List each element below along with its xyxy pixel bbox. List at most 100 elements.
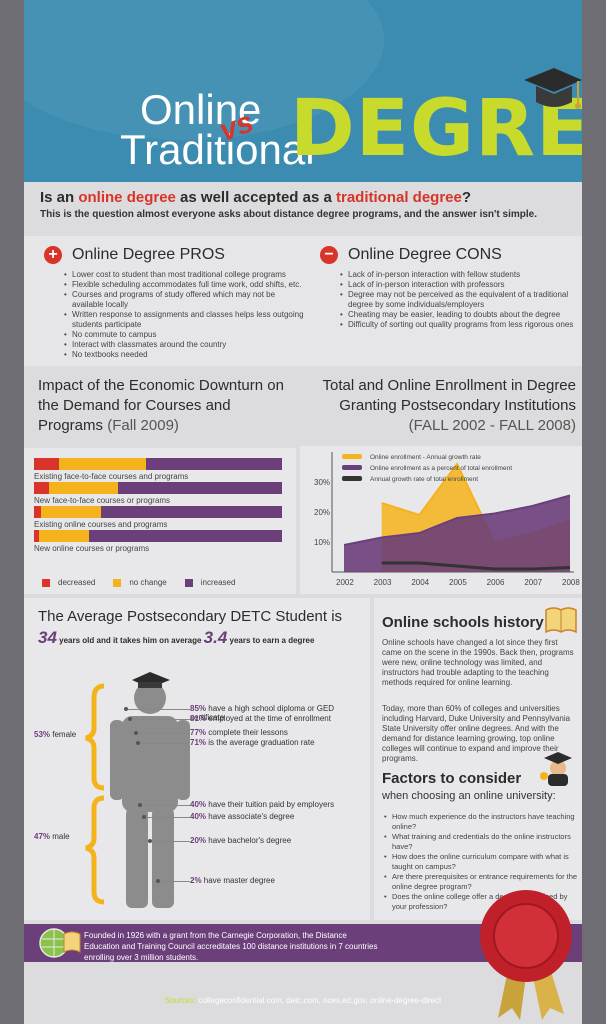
stat-pointer-line xyxy=(132,719,190,720)
cons-heading: − Online Degree CONS xyxy=(320,246,580,264)
title-online: Online xyxy=(140,86,262,133)
female-pct: 53% xyxy=(34,730,51,739)
bar-segment-increased xyxy=(88,530,282,542)
bar-segment-no-change xyxy=(41,506,101,518)
stat-pct: 20% xyxy=(190,836,207,845)
stat-pct: 40% xyxy=(190,812,207,821)
question-title: Is an online degree as well accepted as … xyxy=(40,189,566,206)
bar-row xyxy=(34,506,282,518)
stat-item: 71% is the average graduation rate xyxy=(190,738,315,747)
list-item: Written response to assignments and clas… xyxy=(64,310,304,330)
bar-category-label: Existing face-to-face courses and progra… xyxy=(34,472,189,481)
econ-title: Impact of the Economic Downturn on the D… xyxy=(38,376,294,436)
bar-segment-decreased xyxy=(34,530,39,542)
x-tick-label: 2006 xyxy=(487,578,505,587)
bar-row xyxy=(34,482,282,494)
x-tick-label: 2004 xyxy=(411,578,429,587)
bar-segment-decreased xyxy=(34,506,42,518)
pros-list: Lower cost to student than most traditio… xyxy=(44,270,304,360)
econ-period: (Fall 2009) xyxy=(107,417,179,434)
stat-text: have associate's degree xyxy=(206,812,295,821)
cons-title: Online Degree CONS xyxy=(348,246,502,263)
stat-pointer-dot xyxy=(136,741,140,745)
sources-line: Sources: collegeconfidential.com, detc.c… xyxy=(24,996,582,1005)
detc-title: The Average Postsecondary DETC Student i… xyxy=(38,608,343,625)
male-stat: 47% male xyxy=(34,832,70,841)
stat-pointer-dot xyxy=(134,731,138,735)
y-tick-label: 20% xyxy=(314,508,330,517)
list-item: How much experience do the instructors h… xyxy=(384,812,580,831)
detc-years: 3.4 xyxy=(203,628,228,647)
enrollment-area-chart: 10% 20% 30% 2002 2003 2004 2005 2006 2007 2008 Onl… xyxy=(300,446,582,594)
bar-category-label: New face-to-face courses or programs xyxy=(34,496,171,505)
header-banner: Online Traditional vs DEGREES xyxy=(24,0,582,182)
pros-title: Online Degree PROS xyxy=(72,246,225,263)
factors-subtitle: when choosing an online university: xyxy=(382,790,556,802)
stat-item: 85% have a high school diploma or GED ce… xyxy=(190,704,370,722)
sources-label: Sources: xyxy=(164,996,197,1005)
stat-pointer-line xyxy=(152,841,190,842)
list-item: Cheating may be easier, leading to doubt… xyxy=(340,310,580,320)
stat-pct: 81% xyxy=(190,714,207,723)
bar-row xyxy=(34,458,282,470)
list-item: Lack of in-person interaction with fello… xyxy=(340,270,580,280)
stat-pointer-dot xyxy=(124,707,128,711)
legend-swatch xyxy=(184,578,193,587)
minus-icon: − xyxy=(320,246,338,264)
detc-student-section: The Average Postsecondary DETC Student i… xyxy=(24,598,370,920)
econ-legend: decreased no change increased xyxy=(42,578,235,587)
bar-segment-increased xyxy=(118,482,282,494)
series-line xyxy=(343,494,571,546)
list-item: Flexible scheduling accommodates full ti… xyxy=(64,280,304,290)
bar-segment-no-change xyxy=(38,530,89,542)
stat-pointer-dot xyxy=(138,803,142,807)
stat-pointer-line xyxy=(142,805,190,806)
stat-item: 77% complete their lessons xyxy=(190,728,288,737)
economic-downturn-section: Impact of the Economic Downturn on the D… xyxy=(24,370,296,594)
question-part: Is an xyxy=(40,189,79,206)
stat-text: have bachelor's degree xyxy=(206,836,292,845)
x-tick-label: 2002 xyxy=(336,578,354,587)
enroll-title: Total and Online Enrollment in Degree Gr… xyxy=(306,376,576,436)
stat-pct: 85% xyxy=(190,704,207,713)
list-item: Lower cost to student than most traditio… xyxy=(64,270,304,280)
list-item: Difficulty of sorting out quality progra… xyxy=(340,320,580,330)
stat-pointer-line xyxy=(160,881,190,882)
question-traditional-degree: traditional degree xyxy=(335,189,462,206)
pros-heading: + Online Degree PROS xyxy=(44,246,304,264)
factors-list: How much experience do the instructors h… xyxy=(384,812,580,912)
detc-sub-text: years old and it takes him on average xyxy=(56,636,204,645)
x-tick-label: 2008 xyxy=(562,578,580,587)
stat-pointer-line xyxy=(140,743,190,744)
list-item: Degree may not be perceived as the equiv… xyxy=(340,290,580,310)
bar-segment-no-change xyxy=(48,482,119,494)
list-item: No commute to campus xyxy=(64,330,304,340)
y-tick-label: 30% xyxy=(314,478,330,487)
globe-icon xyxy=(39,928,81,958)
legend-swatch xyxy=(113,578,122,587)
plus-icon: + xyxy=(44,246,62,264)
list-item: Interact with classmates around the coun… xyxy=(64,340,304,350)
stat-item: 81% employed at the time of enrollment xyxy=(190,714,331,723)
history-section: Online schools history Online schools ha… xyxy=(374,598,582,920)
pros-column: + Online Degree PROS Lower cost to stude… xyxy=(44,246,304,360)
graduation-cap-icon xyxy=(524,68,582,109)
enrollment-section: Total and Online Enrollment in Degree Gr… xyxy=(300,370,582,594)
bar-segment-decreased xyxy=(34,458,59,470)
legend-item: no change xyxy=(113,578,167,587)
list-item: How does the online curriculum compare w… xyxy=(384,852,580,871)
enroll-period: (FALL 2002 - FALL 2008) xyxy=(408,417,576,434)
wax-seal-icon xyxy=(480,890,572,1020)
legend-label: Online enrollment - Annual growth rate xyxy=(370,454,481,461)
bar-category-label: Existing online courses and programs xyxy=(34,520,168,529)
enroll-title-text: Total and Online Enrollment in Degree Gr… xyxy=(322,377,576,414)
stat-text: complete their lessons xyxy=(206,728,288,737)
econ-bar-chart: decreased no change increased Existing fac… xyxy=(24,448,296,594)
female-stat: 53% female xyxy=(34,730,76,739)
graduate-icon xyxy=(540,752,572,786)
legend-item: decreased xyxy=(42,578,95,587)
list-item: Lack of in-person interaction with profe… xyxy=(340,280,580,290)
question-online-degree: online degree xyxy=(78,189,176,206)
detc-subtitle: 34 years old and it takes him on average… xyxy=(38,628,314,648)
infographic-page: Online Traditional vs DEGREES Is an onli… xyxy=(24,0,582,1024)
